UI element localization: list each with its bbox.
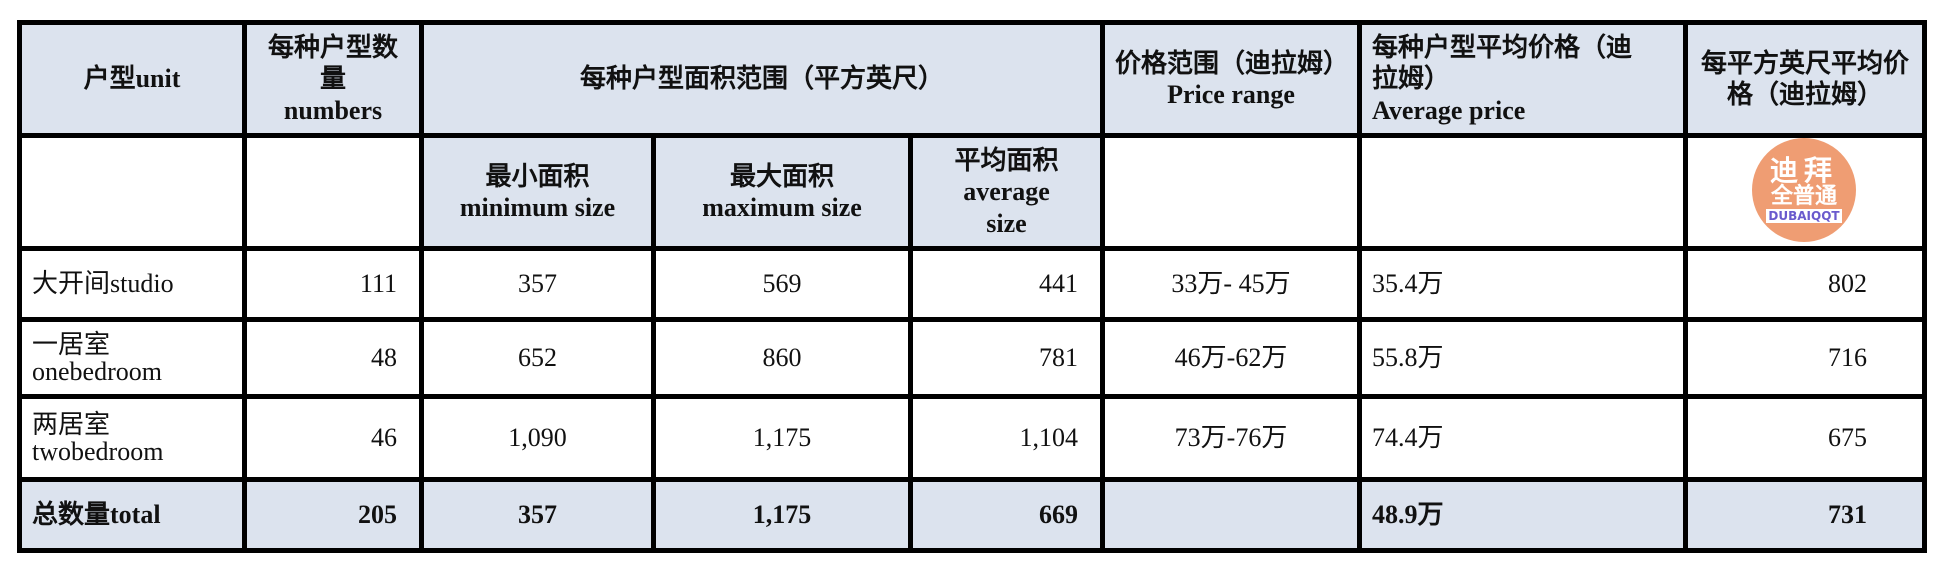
- cell-avg-price: 35.4万: [1357, 246, 1688, 322]
- cell-max: 1,175: [651, 394, 913, 482]
- header-max-size: 最大面积 maximum size: [651, 133, 913, 251]
- total-numbers: 205: [242, 477, 424, 553]
- header-avg-cn: 平均面积: [954, 146, 1059, 176]
- unit-price-table: 户型unit 每种户型数量 numbers 每种户型面积范围（平方英尺） 价格范围…: [17, 20, 1927, 553]
- watermark-line3: DUBAIQQT: [1766, 209, 1842, 224]
- total-price-range: [1100, 477, 1362, 553]
- header-area-range: 每种户型面积范围（平方英尺）: [419, 20, 1105, 138]
- cell-min: 357: [419, 246, 656, 322]
- empty-cell: [242, 133, 424, 251]
- header-numbers: 每种户型数量 numbers: [242, 20, 424, 138]
- header-max-en: maximum size: [702, 193, 862, 222]
- cell-numbers: 111: [242, 246, 424, 322]
- subheader-row: 最小面积 minimum size 最大面积 maximum size 平均面积 av…: [17, 133, 1927, 251]
- cell-numbers: 46: [242, 394, 424, 482]
- table-row: 两居室 twobedroom 46 1,090 1,175 1,104 73万-…: [17, 394, 1927, 482]
- header-avg-price-en: Average price: [1372, 95, 1526, 125]
- watermark-line2: 全普通: [1770, 183, 1837, 209]
- cell-max: 569: [651, 246, 913, 322]
- cell-max: 860: [651, 317, 913, 399]
- cell-price-range: 46万-62万: [1100, 317, 1362, 399]
- empty-cell: [17, 133, 247, 251]
- cell-per-sqft: 802: [1683, 246, 1927, 322]
- header-price-range-cn: 价格范围（迪拉姆）: [1115, 48, 1350, 78]
- cell-unit: 大开间studio: [17, 246, 247, 322]
- cell-unit: 两居室 twobedroom: [17, 394, 247, 482]
- header-min-en: minimum size: [459, 193, 616, 222]
- total-avg-price: 48.9万: [1357, 477, 1688, 553]
- total-per-sqft: 731: [1683, 477, 1927, 553]
- header-avg-price: 每种户型平均价格（迪拉姆） Average price: [1357, 20, 1688, 138]
- cell-price-range: 73万-76万: [1100, 394, 1362, 482]
- empty-cell: [1357, 133, 1688, 251]
- cell-avg: 441: [908, 246, 1105, 322]
- total-unit: 总数量total: [17, 477, 247, 553]
- total-min: 357: [419, 477, 656, 553]
- watermark-logo: 迪拜 全普通 DUBAIQQT: [1752, 138, 1856, 242]
- header-min-cn: 最小面积: [485, 161, 590, 191]
- header-avg-en: average size: [963, 177, 1050, 238]
- header-avg-price-cn: 每种户型平均价格（迪拉姆）: [1372, 33, 1633, 94]
- table-row: 大开间studio 111 357 569 441 33万- 45万 35.4万…: [17, 246, 1927, 322]
- cell-avg: 781: [908, 317, 1105, 399]
- cell-price-range: 33万- 45万: [1100, 246, 1362, 322]
- cell-avg-price: 74.4万: [1357, 394, 1688, 482]
- total-row: 总数量total 205 357 1,175 669 48.9万 731: [17, 477, 1927, 553]
- table-row: 一居室 onebedroom 48 652 860 781 46万-62万 55…: [17, 317, 1927, 399]
- header-row: 户型unit 每种户型数量 numbers 每种户型面积范围（平方英尺） 价格范围…: [17, 20, 1927, 138]
- header-numbers-cn: 每种户型数量: [267, 33, 398, 94]
- header-min-size: 最小面积 minimum size: [419, 133, 656, 251]
- header-price-range: 价格范围（迪拉姆） Price range: [1100, 20, 1362, 138]
- cell-min: 1,090: [419, 394, 656, 482]
- cell-per-sqft: 675: [1683, 394, 1927, 482]
- watermark-line1: 迪拜: [1769, 153, 1838, 187]
- header-numbers-en: numbers: [283, 95, 383, 125]
- header-max-cn: 最大面积: [729, 161, 834, 191]
- cell-min: 652: [419, 317, 656, 399]
- cell-avg: 1,104: [908, 394, 1105, 482]
- header-avg-size: 平均面积 average size: [908, 133, 1105, 251]
- header-unit: 户型unit: [17, 20, 247, 138]
- cell-unit: 一居室 onebedroom: [17, 317, 247, 399]
- total-max: 1,175: [651, 477, 913, 553]
- empty-cell: [1100, 133, 1362, 251]
- cell-numbers: 48: [242, 317, 424, 399]
- header-price-per-sqft: 每平方英尺平均价格（迪拉姆）: [1683, 20, 1927, 138]
- cell-per-sqft: 716: [1683, 317, 1927, 399]
- cell-avg-price: 55.8万: [1357, 317, 1688, 399]
- total-avg: 669: [908, 477, 1105, 553]
- header-price-range-en: Price range: [1167, 80, 1295, 109]
